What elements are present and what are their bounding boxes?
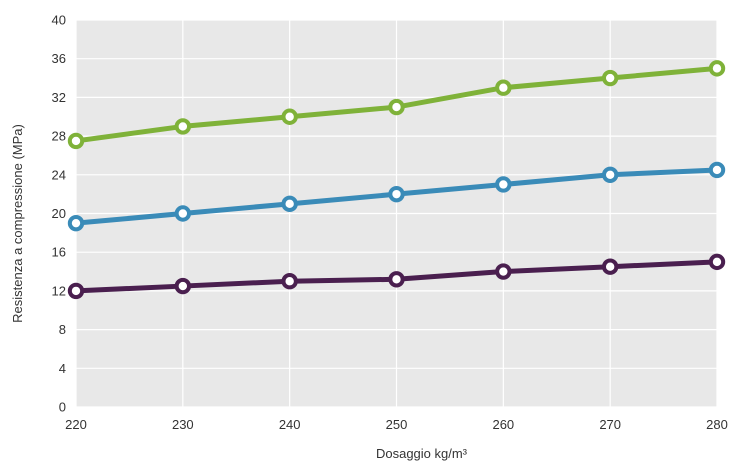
x-tick-label: 240	[279, 417, 301, 432]
data-point	[708, 60, 726, 77]
x-tick-label: 280	[706, 417, 728, 432]
series-1	[67, 60, 726, 150]
series-group	[67, 60, 726, 300]
data-point	[281, 108, 298, 125]
y-axis-ticks: 0 4 8 12 16 20 24 28 32 36 40	[52, 13, 66, 415]
y-tick-label: 20	[52, 206, 66, 221]
data-point	[708, 253, 726, 271]
x-tick-label: 220	[65, 417, 87, 432]
y-tick-label: 16	[52, 245, 66, 260]
x-tick-label: 250	[386, 417, 408, 432]
y-tick-label: 12	[52, 283, 66, 298]
y-axis-label: Resistenza a compressione (MPa)	[10, 124, 25, 323]
series-2	[67, 161, 726, 232]
series-3	[67, 253, 726, 300]
y-tick-label: 32	[52, 90, 66, 105]
x-axis-label: Dosaggio kg/m³	[376, 446, 468, 461]
data-point	[495, 176, 512, 193]
y-tick-label: 40	[52, 13, 66, 28]
y-tick-label: 0	[59, 400, 66, 415]
x-tick-label: 260	[492, 417, 514, 432]
y-tick-label: 8	[59, 322, 66, 337]
data-point	[708, 161, 726, 179]
data-point	[281, 273, 298, 290]
data-point	[601, 166, 619, 184]
data-point	[495, 263, 512, 280]
data-point	[174, 277, 192, 295]
data-point	[67, 282, 85, 300]
y-tick-label: 24	[52, 167, 66, 182]
y-tick-label: 28	[52, 129, 66, 144]
data-point	[67, 132, 85, 150]
data-point	[174, 205, 192, 222]
y-tick-label: 4	[59, 361, 66, 376]
data-point	[601, 69, 619, 87]
x-axis-ticks: 220 230 240 250 260 270 280	[65, 417, 728, 432]
y-tick-label: 36	[52, 51, 66, 66]
x-tick-label: 270	[599, 417, 621, 432]
x-tick-label: 230	[172, 417, 194, 432]
grid-lines	[75, 19, 718, 408]
data-point	[495, 79, 512, 96]
data-point	[388, 98, 405, 116]
data-point	[174, 118, 192, 135]
data-point	[388, 185, 405, 203]
data-point	[67, 214, 85, 232]
data-point	[388, 271, 405, 288]
data-point	[601, 258, 619, 275]
data-point	[281, 195, 298, 213]
